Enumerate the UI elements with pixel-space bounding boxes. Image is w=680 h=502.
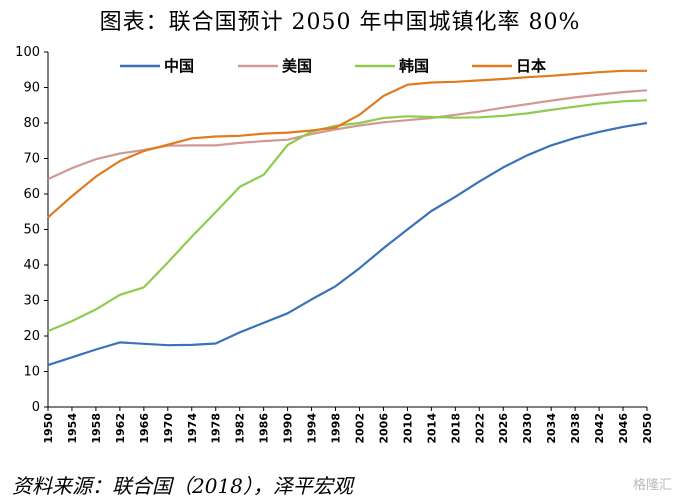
legend-label: 韩国 (399, 57, 429, 75)
x-tick-label: 1962 (114, 413, 127, 444)
x-tick-label: 1974 (186, 413, 199, 444)
x-tick-label: 1958 (90, 413, 103, 444)
legend-label: 日本 (516, 57, 546, 75)
x-tick-label: 2042 (593, 413, 606, 444)
series-line-中国 (47, 121, 648, 367)
y-tick-label: 40 (23, 258, 40, 273)
series-line-日本 (47, 69, 647, 219)
x-tick-label: 1994 (306, 413, 319, 444)
x-tick-label: 1982 (234, 413, 247, 444)
y-tick-label: 100 (15, 45, 40, 60)
chart-title: 图表：联合国预计 2050 年中国城镇化率 80% (99, 10, 581, 35)
x-tick-label: 1978 (210, 413, 223, 444)
axes (47, 52, 647, 408)
source-note: 资料来源：联合国（2018），泽平宏观 (12, 474, 353, 498)
x-tick-label: 1998 (330, 413, 343, 444)
y-tick-label: 30 (23, 294, 40, 309)
x-tick-label: 2038 (569, 413, 582, 444)
x-tick-label: 1986 (258, 413, 271, 444)
legend-label: 美国 (282, 57, 312, 75)
x-tick-label: 2030 (521, 413, 534, 444)
y-tick-label: 80 (23, 116, 40, 131)
x-tick-label: 2050 (641, 413, 654, 444)
x-tick-label: 2006 (377, 413, 390, 444)
y-tick-label: 90 (23, 81, 40, 96)
x-tick-label: 1950 (42, 413, 55, 444)
series-line-美国 (47, 89, 648, 181)
x-tick-label: 2002 (353, 413, 366, 444)
y-axis-ticks: 0 10 20 30 40 50 60 70 80 90 100 (15, 45, 48, 415)
y-tick-label: 60 (23, 187, 40, 202)
x-tick-label: 1966 (138, 413, 151, 444)
legend-label: 中国 (164, 57, 194, 75)
x-tick-label: 2046 (617, 413, 630, 444)
x-tick-label: 2034 (545, 413, 558, 444)
x-tick-label: 1954 (66, 413, 79, 444)
y-tick-label: 10 (23, 365, 40, 380)
series-line-韩国 (47, 99, 648, 333)
x-tick-label: 2026 (497, 413, 510, 444)
x-tick-label: 2014 (425, 413, 438, 444)
x-tick-label: 2022 (473, 413, 486, 444)
legend: 中国 美国 韩国 日本 (120, 57, 546, 75)
x-tick-label: 2010 (401, 413, 414, 444)
y-tick-label: 0 (32, 400, 40, 415)
y-tick-label: 70 (23, 152, 40, 167)
y-tick-label: 20 (23, 329, 40, 344)
x-tick-label: 2018 (449, 413, 462, 444)
x-tick-label: 1970 (162, 413, 175, 444)
x-tick-label: 1990 (282, 413, 295, 444)
watermark: 格隆汇 (632, 478, 672, 493)
y-tick-label: 50 (23, 223, 40, 238)
x-axis-ticks: 1950 1954 1958 1962 1966 1970 1974 1978 1982 1986… (42, 407, 654, 444)
series-lines (47, 69, 648, 367)
